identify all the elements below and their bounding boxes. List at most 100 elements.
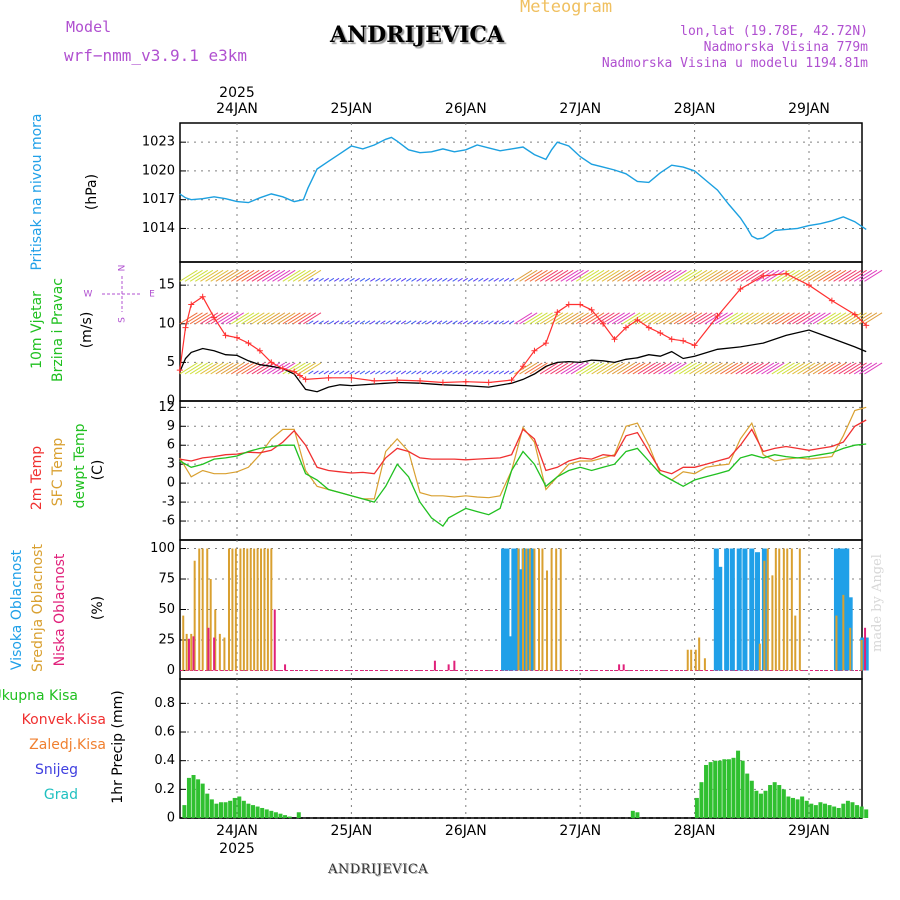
wind-barb (756, 362, 775, 375)
cloud-high-bar (501, 548, 507, 671)
wind-barb (225, 312, 244, 325)
bottom-day-label: 26JAN (445, 823, 487, 839)
wind-barb (189, 312, 208, 325)
wind-barb (194, 362, 214, 375)
wind-barb (766, 362, 785, 375)
wind-barb (848, 312, 867, 325)
wind-barb (565, 312, 584, 325)
precip-bar (699, 782, 704, 818)
wind-barb (231, 362, 250, 375)
wind-barb (380, 320, 386, 325)
wind-barb (411, 277, 417, 282)
wind-barb (539, 312, 559, 325)
wind-gust-marker (296, 372, 303, 379)
wind-barb (575, 362, 595, 375)
y-tick-label: 0.2 (154, 782, 175, 797)
wind-barb (714, 269, 734, 282)
wind-barb (349, 277, 355, 282)
bottom-day-label: 24JAN (216, 823, 258, 839)
y-tick-label: 15 (158, 278, 175, 293)
compass-north-label: N (118, 265, 128, 272)
wind-barb (292, 269, 311, 282)
wind-barb (704, 312, 723, 325)
wind-barb (267, 312, 286, 325)
wind-barb (766, 312, 785, 325)
precip-bar (827, 805, 832, 818)
wind-barb (648, 362, 667, 375)
wind-barb (550, 269, 569, 282)
wind-gust-marker (554, 309, 561, 316)
cloud-mid-bar (774, 548, 777, 671)
wind-barb (673, 269, 692, 282)
wind-gust-marker (588, 306, 595, 313)
wind-barb (668, 362, 687, 375)
wind-barb (838, 269, 857, 282)
cloud-mid-bar (525, 548, 528, 671)
wind-barb (673, 362, 692, 375)
compass-south-label: S (118, 317, 128, 323)
wind-barb (478, 277, 484, 282)
cloud-low-bar (447, 664, 450, 671)
cloud-mid-bar (533, 548, 536, 671)
wind-gust-marker (611, 336, 618, 343)
wind-barb (581, 312, 600, 325)
wind-barb (823, 269, 842, 282)
wind-barb (447, 320, 453, 325)
wind-barb (725, 312, 744, 325)
wind-barb (436, 370, 443, 375)
wind-barb (586, 362, 605, 375)
wind-barb (452, 370, 458, 375)
cloud-mid-bar (763, 560, 766, 671)
wind-barb (509, 320, 515, 325)
pressure-line (179, 136, 867, 240)
wind-barb (452, 320, 458, 325)
wind-barb (519, 312, 538, 325)
wind-barb (802, 269, 821, 282)
bottom-day-label: 27JAN (559, 823, 601, 839)
wind-barb (256, 269, 275, 282)
wind-barb (545, 362, 564, 375)
wind-barb (380, 277, 386, 282)
wind-barb (864, 362, 883, 375)
wind-barb (493, 370, 499, 375)
wind-barb (277, 269, 296, 282)
wind-barb (709, 362, 728, 375)
wind-barb (503, 277, 510, 282)
wind-barb (472, 277, 479, 282)
precip-bar (740, 760, 745, 818)
wind-barb (251, 312, 270, 325)
wind-gust-marker (222, 332, 229, 339)
panel-frame (179, 400, 863, 541)
wind-barb (529, 312, 548, 325)
wind-barb (833, 312, 852, 325)
wind-barb (395, 320, 402, 325)
wind-barb (370, 370, 376, 375)
wind-barb (467, 320, 474, 325)
wind-barb (735, 312, 754, 325)
wind-gust-marker (760, 272, 767, 279)
wind-barb (236, 312, 255, 325)
wind-barb (349, 370, 355, 375)
wind-barb (467, 277, 474, 282)
wind-barb (750, 269, 770, 282)
wind-barb (555, 362, 574, 375)
wind-barb (406, 370, 412, 375)
wind-barb (519, 362, 538, 375)
wind-barb (488, 277, 494, 282)
wind-barb (436, 320, 443, 325)
wind-barb (390, 277, 396, 282)
precip-bar (832, 806, 837, 818)
wind-barb (364, 370, 371, 375)
cloud-mid-bar (766, 548, 769, 671)
wind-barb (781, 312, 800, 325)
temp-dew-axis-title: dewpt Temp (72, 423, 88, 508)
cloud-high-bar (729, 548, 735, 671)
wind-barb (246, 312, 265, 325)
wind-barb (776, 362, 795, 375)
wind-barb (215, 269, 234, 282)
wind-barb (611, 362, 631, 375)
wind-barb (704, 362, 723, 375)
wind-barb (498, 370, 505, 375)
wind-barb (472, 320, 479, 325)
wind-barb (400, 277, 407, 282)
